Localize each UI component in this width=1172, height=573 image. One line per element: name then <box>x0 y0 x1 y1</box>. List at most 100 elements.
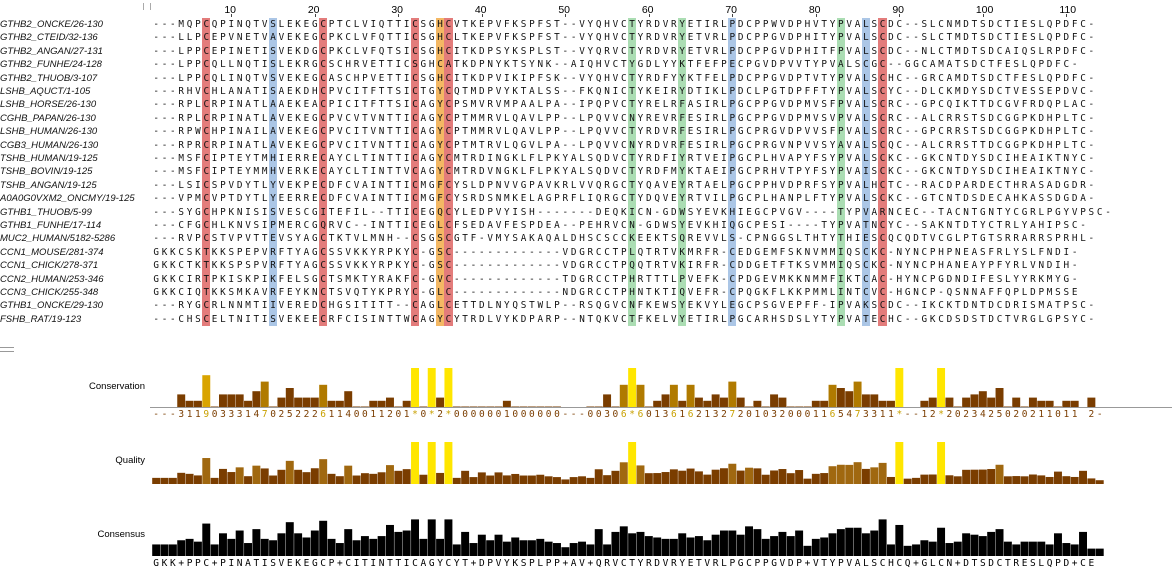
residue: I <box>579 59 585 71</box>
residue: V <box>245 233 251 245</box>
sequence-name[interactable]: GTHB2_CTEID/32-136 <box>0 32 98 44</box>
residue: - <box>462 287 468 298</box>
residue: K <box>353 246 360 258</box>
sequence-name[interactable]: A0A0G0VXM2_ONCMY/19-125 <box>0 193 135 205</box>
sequence-name[interactable]: GTHB2_THUOB/3-107 <box>0 72 98 84</box>
sequence-name[interactable]: CGHB_PAPAN/26-130 <box>0 112 96 124</box>
residue: P <box>779 59 786 71</box>
conservation-score: 0 <box>211 409 218 420</box>
sequence-name[interactable]: MUC2_HUMAN/5182-5286 <box>0 233 116 245</box>
residue: T <box>954 193 961 205</box>
sequence-name[interactable]: GTHB1_THUOB/5-99 <box>0 206 92 218</box>
sequence-name[interactable]: GTHB2_ANGAN/27-131 <box>0 45 103 57</box>
residue: C <box>1080 166 1086 178</box>
residue: - <box>554 246 560 258</box>
sequence-name[interactable]: TSHB_ANGAN/19-125 <box>0 179 97 191</box>
residue: F <box>813 193 819 205</box>
residue: - <box>1088 300 1095 312</box>
consensus-residue: S <box>1030 558 1036 569</box>
residue: E <box>988 193 994 205</box>
quality-bar <box>344 465 353 484</box>
consensus-bar <box>160 544 169 556</box>
residue: C <box>445 206 452 218</box>
conservation-bar <box>1045 400 1054 408</box>
sequence-name[interactable]: CCN1_MOUSE/281-374 <box>0 246 104 258</box>
sequence-name[interactable]: GTHB2_FUNHE/24-128 <box>0 59 102 71</box>
residue: F <box>537 72 544 84</box>
residue: S <box>871 300 878 312</box>
residue: C <box>1080 313 1086 325</box>
residue: Y <box>804 166 811 178</box>
residue: D <box>946 313 953 325</box>
consensus-residue: Y <box>453 558 460 569</box>
residue: R <box>1005 233 1011 245</box>
sequence-name[interactable]: LSHB_HORSE/26-130 <box>0 99 97 111</box>
column-resize-handle[interactable] <box>143 3 151 10</box>
residue: T <box>821 193 827 205</box>
residue: M <box>954 45 961 57</box>
residue: - <box>470 273 477 285</box>
residue: H <box>1071 233 1078 245</box>
sequence-name[interactable]: GTHB1_FUNHE/17-114 <box>0 220 102 231</box>
residue: E <box>646 233 652 245</box>
residue: F <box>996 287 1003 298</box>
residue: P <box>453 99 460 111</box>
residue: G <box>153 246 159 258</box>
sequence-name[interactable]: CGB3_HUMAN/26-130 <box>0 139 99 151</box>
residue: C <box>320 99 326 111</box>
residue: V <box>362 19 368 30</box>
conservation-score: 1 <box>812 409 819 420</box>
sequence-name[interactable]: CCN3_CHICK/255-348 <box>0 287 99 298</box>
panel-splitter[interactable] <box>0 347 14 352</box>
quality-bar <box>319 459 328 484</box>
sequence-name[interactable]: GTHB1_ONCKE/29-130 <box>0 300 103 312</box>
residue: - <box>545 287 552 298</box>
residue: D <box>963 313 969 325</box>
consensus-bar <box>611 531 620 556</box>
residue: E <box>303 99 310 111</box>
conservation-bar <box>1070 400 1079 408</box>
sequence-name[interactable]: TSHB_BOVIN/19-125 <box>0 166 93 178</box>
conservation-bar <box>193 400 202 408</box>
sequence-name[interactable]: GTHB2_ONCKE/26-130 <box>0 19 103 30</box>
consensus-bar <box>569 543 578 556</box>
sequence-name[interactable]: CCN2_HUMAN/253-346 <box>0 273 104 285</box>
residue: K <box>161 260 168 272</box>
residue: P <box>1055 32 1061 44</box>
residue: C <box>320 153 326 164</box>
residue: C <box>879 32 886 44</box>
residue: - <box>721 260 727 272</box>
residue: D <box>963 166 969 178</box>
sequence-name[interactable]: CCN1_CHICK/278-371 <box>0 260 99 272</box>
conservation-score: 6 <box>829 409 836 420</box>
residue: L <box>220 72 226 84</box>
sequence-name[interactable]: FSHB_RAT/19-123 <box>0 313 82 325</box>
sequence-name[interactable]: LSHB_HUMAN/26-130 <box>0 126 98 138</box>
sequence-name[interactable]: LSHB_AQUCT/1-105 <box>0 86 91 97</box>
sequence-name[interactable]: TSHB_HUMAN/19-125 <box>0 153 98 164</box>
